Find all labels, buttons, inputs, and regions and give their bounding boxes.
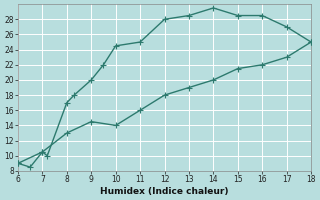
X-axis label: Humidex (Indice chaleur): Humidex (Indice chaleur) (100, 187, 229, 196)
